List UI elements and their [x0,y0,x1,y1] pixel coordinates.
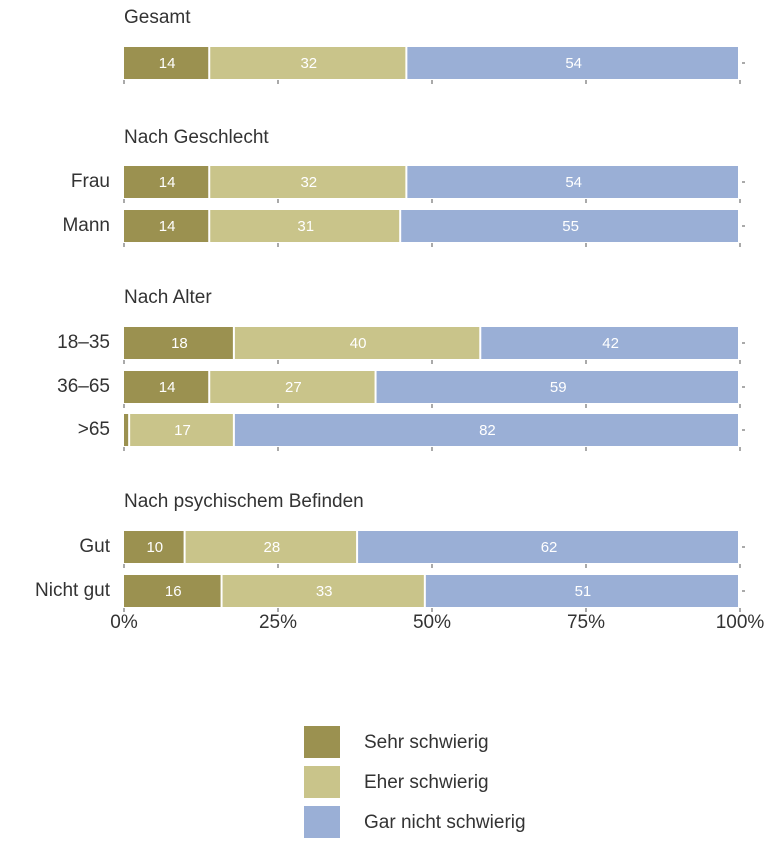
row-label: Gut [79,536,110,557]
data-label: 28 [263,539,280,556]
row-labels: Frau Mann 18–35 36–65 >65 Gut Nicht gut [35,171,111,601]
group-title: Nach Alter [124,287,212,308]
data-label: 42 [602,335,619,352]
data-label: 40 [350,335,367,352]
legend-swatch [304,726,340,758]
data-label: 14 [159,174,176,191]
data-label: 32 [300,55,317,72]
data-label: 82 [479,422,496,439]
data-label: 14 [159,379,176,396]
data-label: 59 [550,379,567,396]
x-tick-label: 75% [567,612,605,633]
x-tick-label: 25% [259,612,297,633]
data-label: 18 [171,335,188,352]
bar-segment [124,414,128,446]
row-label: 18–35 [57,332,110,353]
row-label: Nicht gut [35,580,111,601]
data-label: 31 [297,218,314,235]
data-label: 51 [575,583,592,600]
data-label: 32 [300,174,317,191]
group-title: Nach Geschlecht [124,127,269,148]
row-label: Frau [71,171,110,192]
group-title: Nach psychischem Befinden [124,491,364,512]
data-label: 62 [541,539,558,556]
x-axis: 0% 25% 50% 75% 100% [110,612,764,633]
data-label: 54 [565,55,582,72]
data-label: 27 [285,379,302,396]
x-tick-label: 50% [413,612,451,633]
data-label: 17 [174,422,191,439]
data-label: 55 [562,218,579,235]
data-label: 54 [565,174,582,191]
row-label: Mann [62,215,110,236]
data-label: 10 [146,539,163,556]
x-tick-label: 0% [110,612,138,633]
group-title: Gesamt [124,7,191,28]
row-label: >65 [78,419,110,440]
legend-label: Eher schwierig [364,772,489,793]
legend-label: Sehr schwierig [364,732,489,753]
data-label: 33 [316,583,333,600]
legend-swatch [304,766,340,798]
data-label: 14 [159,55,176,72]
legend-label: Gar nicht schwierig [364,812,526,833]
x-tick-label: 100% [716,612,765,633]
legend: Sehr schwierig Eher schwierig Gar nicht sc… [304,726,526,838]
data-label: 14 [159,218,176,235]
legend-swatch [304,806,340,838]
data-label: 16 [165,583,182,600]
row-label: 36–65 [57,376,110,397]
